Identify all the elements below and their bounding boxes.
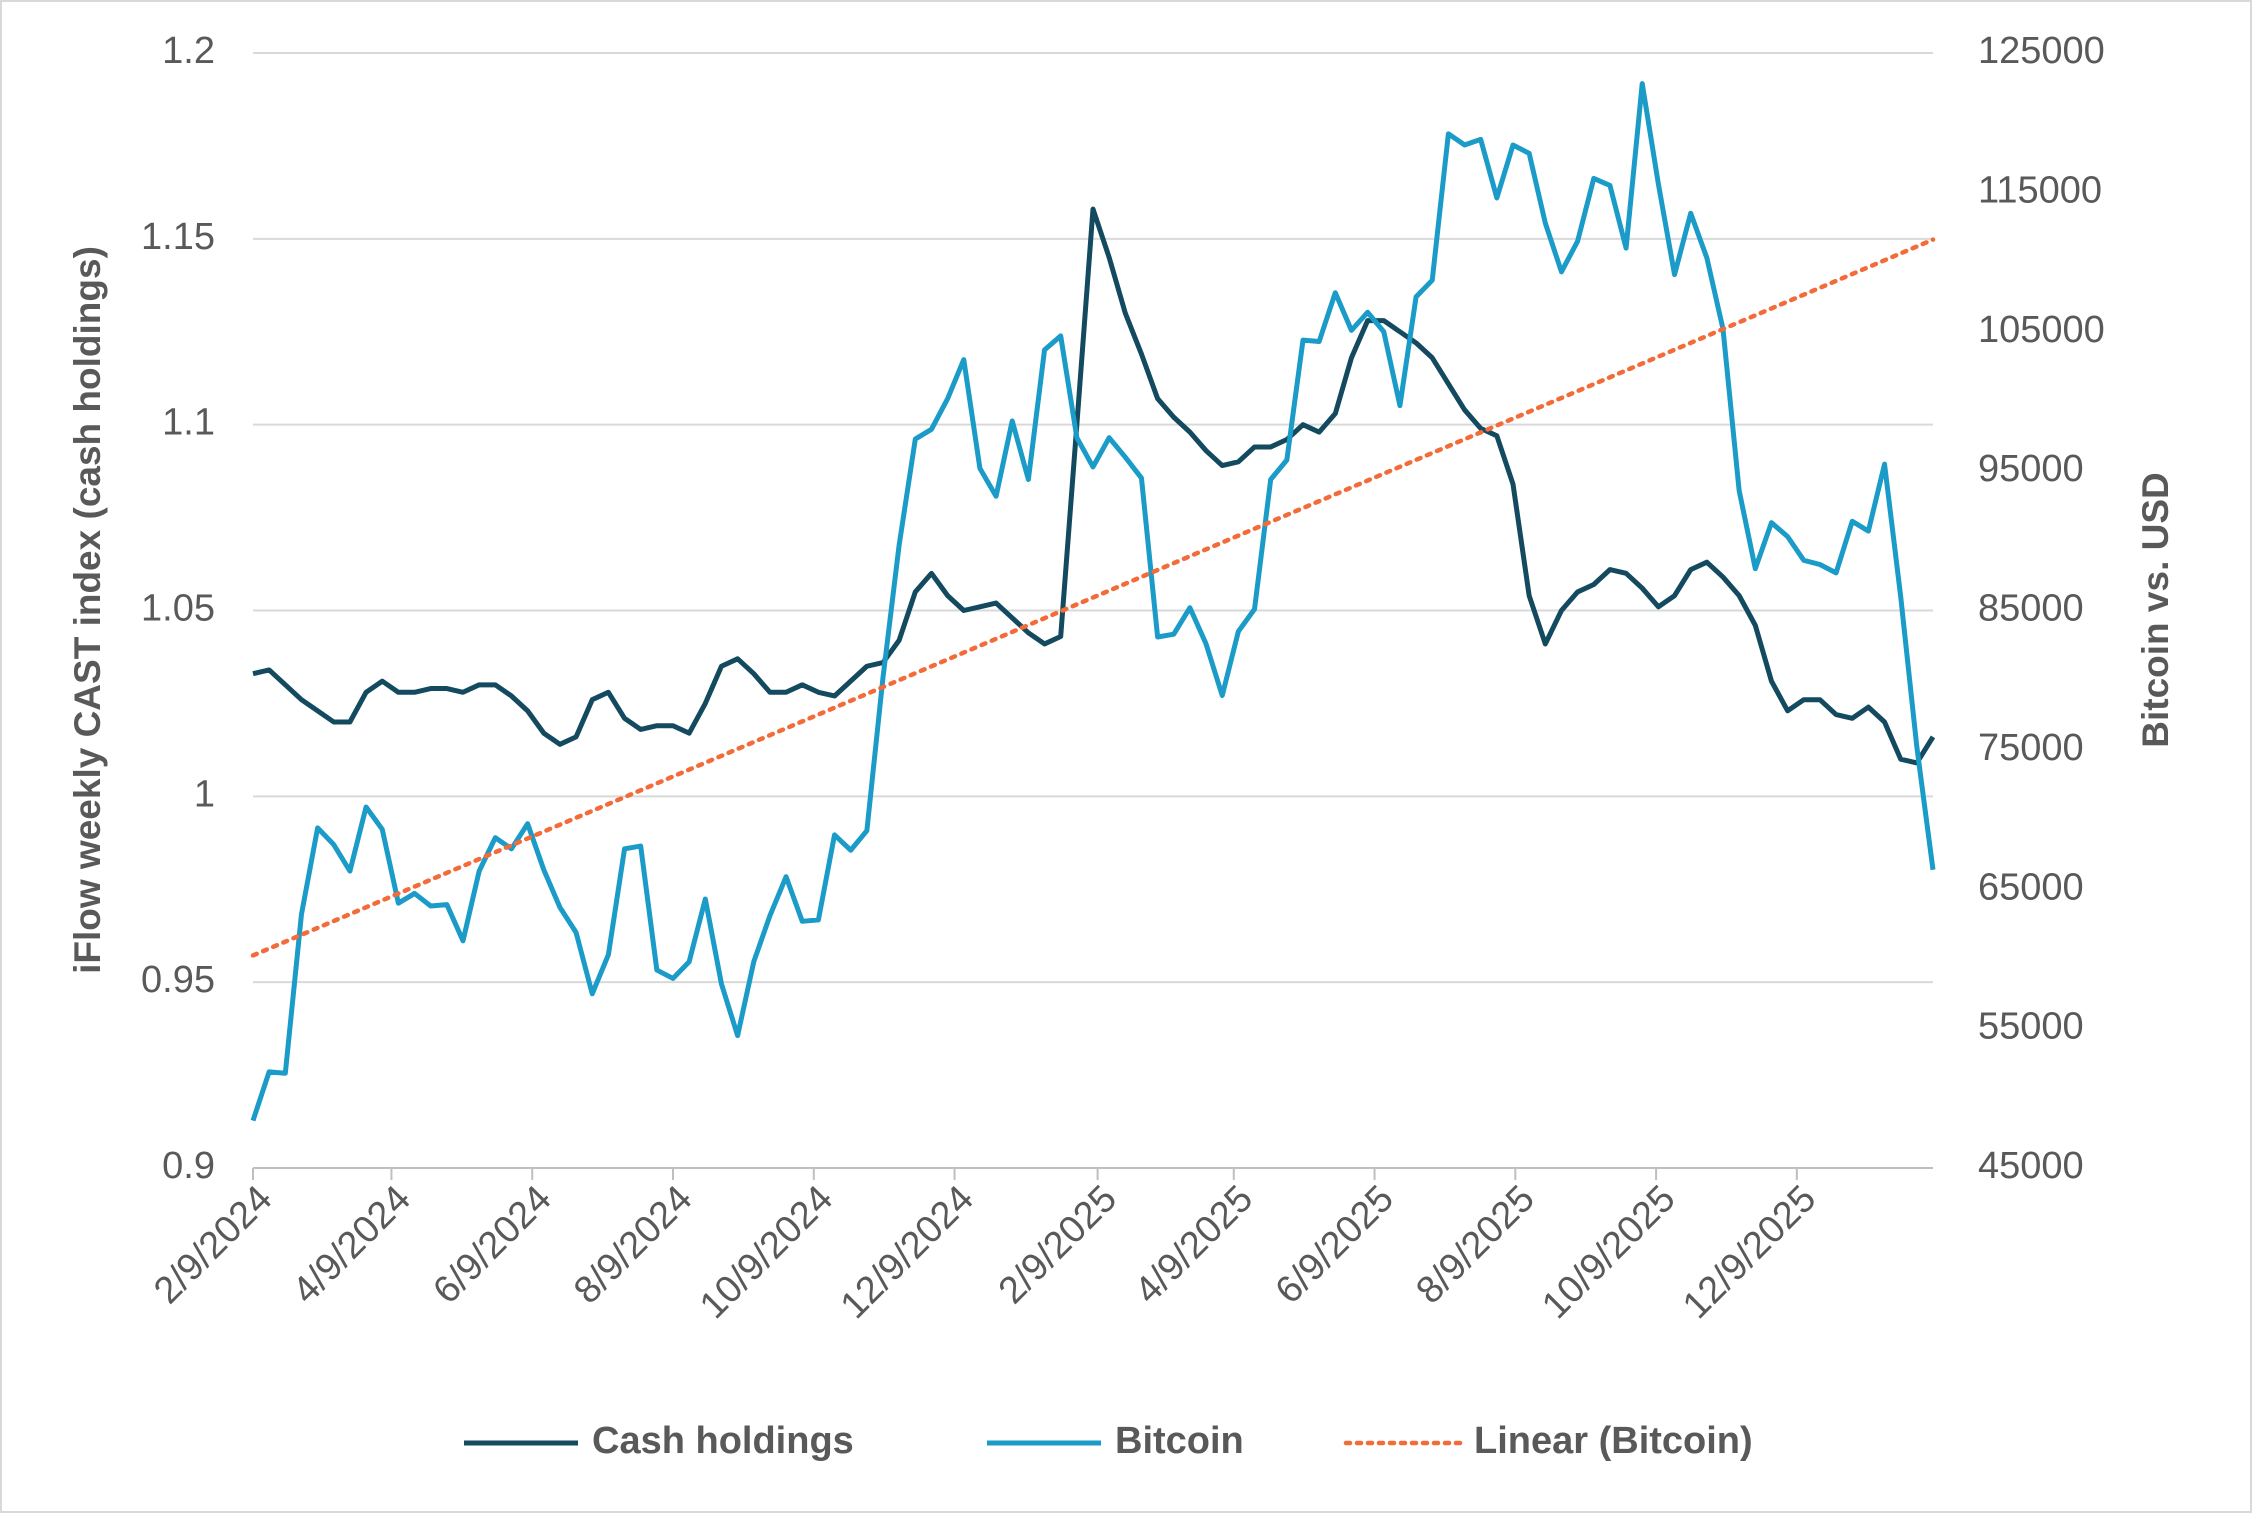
y2-tick-label: 95000 bbox=[1978, 448, 2084, 490]
y2-tick-label: 65000 bbox=[1978, 866, 2084, 908]
y-tick-label: 1 bbox=[194, 773, 215, 815]
y-tick-label: 0.9 bbox=[162, 1145, 215, 1187]
y2-axis-title: Bitcoin vs. USD bbox=[2135, 472, 2176, 748]
y2-tick-label: 125000 bbox=[1978, 30, 2105, 72]
line-series bbox=[252, 206, 1936, 766]
y2-tick-label: 105000 bbox=[1978, 309, 2105, 351]
y2-tick-label: 115000 bbox=[1978, 169, 2102, 211]
legend-label: Cash holdings bbox=[592, 1420, 854, 1462]
trendline bbox=[250, 237, 1936, 958]
y2-tick-label: 85000 bbox=[1978, 588, 2084, 630]
line-series bbox=[250, 81, 1936, 1122]
y2-tick-label: 45000 bbox=[1978, 1145, 2084, 1187]
legend-label: Linear (Bitcoin) bbox=[1474, 1420, 1753, 1462]
y2-tick-label: 55000 bbox=[1978, 1006, 2084, 1048]
y-tick-label: 1.2 bbox=[162, 30, 215, 72]
y-axis-title: iFlow weekly CAST index (cash holdings) bbox=[67, 246, 108, 974]
y-tick-label: 0.95 bbox=[141, 959, 215, 1001]
legend-label: Bitcoin bbox=[1115, 1420, 1244, 1462]
y2-tick-label: 75000 bbox=[1978, 727, 2084, 769]
y-tick-label: 1.1 bbox=[162, 402, 215, 444]
y-tick-label: 1.15 bbox=[141, 216, 215, 258]
y-tick-label: 1.05 bbox=[141, 588, 215, 630]
